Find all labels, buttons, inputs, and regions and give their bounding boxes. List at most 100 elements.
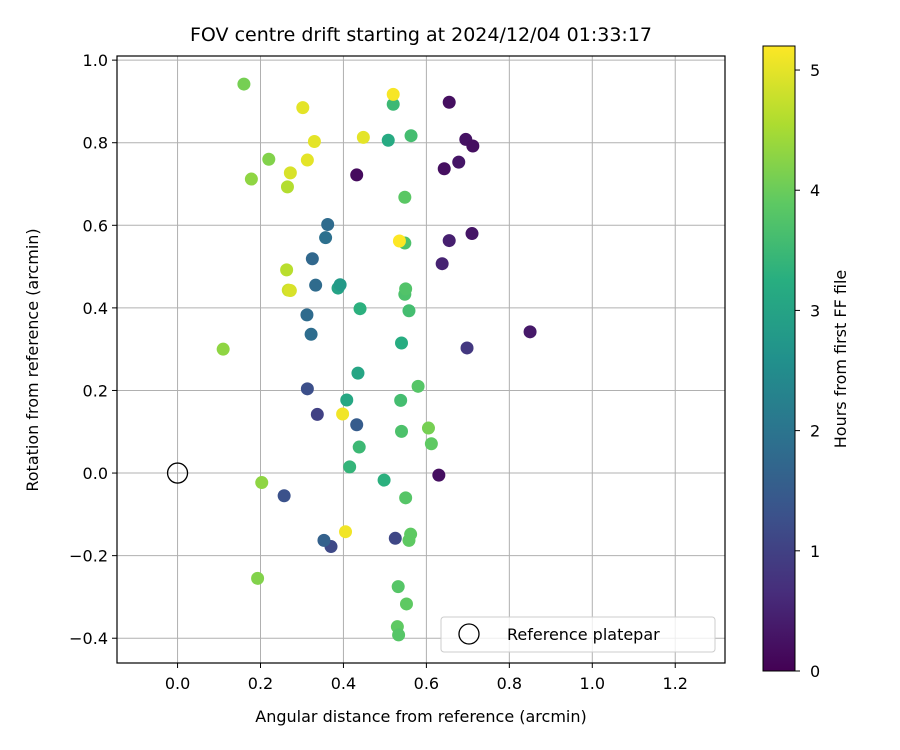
x-tick-label: 0.6: [414, 674, 439, 693]
data-point: [280, 263, 294, 277]
colorbar-tick-label: 0: [810, 662, 820, 681]
y-axis-label: Rotation from reference (arcmin): [23, 228, 42, 491]
x-axis-label: Angular distance from reference (arcmin): [255, 707, 586, 726]
data-point: [435, 257, 449, 271]
data-point: [411, 379, 425, 393]
y-tick-label: 1.0: [83, 51, 108, 70]
data-point: [352, 440, 366, 454]
data-point: [432, 468, 446, 482]
data-point: [465, 227, 479, 241]
y-tick-label: 0.4: [83, 299, 108, 318]
data-point: [356, 130, 370, 144]
data-point: [343, 460, 357, 474]
data-point: [255, 476, 269, 490]
y-tick-label: −0.2: [69, 547, 108, 566]
data-point: [237, 77, 251, 91]
data-point: [404, 129, 418, 143]
data-point: [350, 168, 364, 182]
data-point: [216, 342, 230, 356]
data-point: [244, 172, 258, 186]
colorbar-tick-label: 2: [810, 422, 820, 441]
data-point: [351, 366, 365, 380]
x-tick-label: 0.8: [497, 674, 522, 693]
data-point: [283, 284, 297, 298]
y-tick-label: 0.2: [83, 381, 108, 400]
colorbar-tick-label: 4: [810, 181, 820, 200]
data-point: [377, 473, 391, 487]
data-point: [386, 87, 400, 101]
data-point: [442, 234, 456, 248]
data-point: [388, 531, 402, 545]
data-point: [402, 304, 416, 318]
colorbar-gradient: [762, 45, 796, 672]
data-point: [333, 278, 347, 292]
data-point: [304, 327, 318, 341]
colorbar-tick-label: 1: [810, 542, 820, 561]
data-point: [353, 302, 367, 316]
y-tick-label: 0.0: [83, 464, 108, 483]
data-point: [277, 489, 291, 503]
data-point: [398, 190, 412, 204]
data-point: [305, 252, 319, 266]
data-point: [402, 533, 416, 547]
data-point: [399, 597, 413, 611]
data-point: [339, 525, 353, 539]
data-point: [399, 491, 413, 505]
data-point: [391, 580, 405, 594]
data-point: [280, 180, 294, 194]
legend-box: [440, 616, 716, 653]
plot-frame: [116, 55, 726, 664]
data-point: [296, 101, 310, 115]
data-point: [460, 341, 474, 355]
data-point: [452, 155, 466, 169]
data-point: [394, 393, 408, 407]
data-point: [317, 533, 331, 547]
data-point: [321, 217, 335, 231]
data-point: [466, 139, 480, 153]
data-point: [386, 97, 400, 111]
colorbar-tick-label: 5: [810, 61, 820, 80]
data-point: [395, 336, 409, 350]
data-point: [381, 133, 395, 147]
legend: Reference platepar: [440, 616, 716, 653]
x-tick-label: 0.2: [248, 674, 273, 693]
data-point: [340, 393, 354, 407]
data-point: [442, 95, 456, 109]
x-tick-label: 0.0: [165, 674, 190, 693]
y-axis-ticks: −0.4 −0.2 0.0 0.2 0.4 0.6 0.8 1.0: [69, 51, 117, 648]
x-tick-label: 0.4: [331, 674, 356, 693]
y-tick-label: 0.8: [83, 134, 108, 153]
data-point: [392, 628, 406, 642]
y-tick-label: 0.6: [83, 216, 108, 235]
gridlines: [117, 56, 725, 663]
data-point: [523, 325, 537, 339]
data-point: [283, 166, 297, 180]
data-point: [437, 162, 451, 176]
data-point: [262, 152, 276, 166]
data-point: [300, 382, 314, 396]
data-point: [300, 153, 314, 167]
data-point: [399, 282, 413, 296]
data-point: [251, 571, 265, 585]
data-point: [392, 234, 406, 248]
data-point: [309, 278, 323, 292]
x-tick-label: 1.2: [663, 674, 688, 693]
y-tick-label: −0.4: [69, 629, 108, 648]
data-point: [395, 424, 409, 438]
colorbar: 0 1 2 3 4 5 Hours from first FF file: [762, 45, 850, 681]
data-point: [319, 231, 333, 245]
x-tick-label: 1.0: [580, 674, 605, 693]
data-point: [300, 308, 314, 322]
colorbar-label: Hours from first FF file: [831, 270, 850, 449]
data-point: [310, 407, 324, 421]
data-point: [307, 134, 321, 148]
legend-marker-icon: [458, 623, 480, 645]
data-point: [424, 437, 438, 451]
chart-title: FOV centre drift starting at 2024/12/04 …: [190, 24, 652, 46]
reference-marker: [166, 462, 189, 484]
data-points: [216, 77, 537, 642]
data-point: [350, 418, 364, 432]
x-axis-ticks: 0.0 0.2 0.4 0.6 0.8 1.0 1.2: [165, 663, 688, 693]
data-point: [421, 421, 435, 435]
